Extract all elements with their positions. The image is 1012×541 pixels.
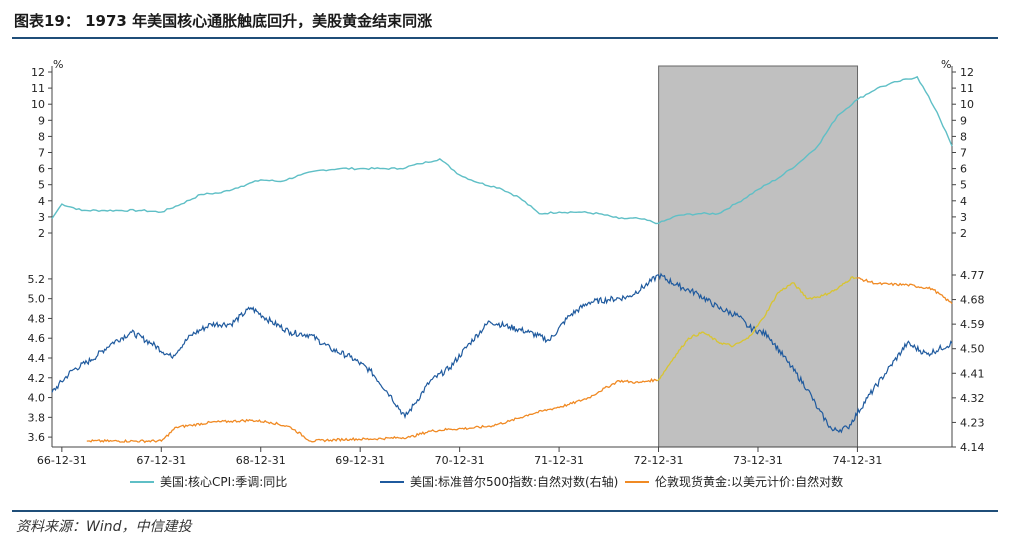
top-right-tick-label: 3 xyxy=(960,211,967,224)
top-left-tick-label: 10 xyxy=(31,98,45,111)
bottom-left-tick-label: 5.2 xyxy=(28,273,46,286)
bottom-right-tick-label: 4.68 xyxy=(960,294,985,307)
x-tick-label: 67-12-31 xyxy=(136,454,186,467)
gold-series-line xyxy=(86,377,658,444)
bottom-right-tick-label: 4.23 xyxy=(960,416,985,429)
source-note: 资料来源：Wind，中信建投 xyxy=(16,519,192,535)
bottom-left-tick-label: 3.6 xyxy=(28,431,46,444)
top-right-tick-label: 9 xyxy=(960,114,967,127)
bottom-left-tick-label: 4.0 xyxy=(28,392,46,405)
top-right-tick-label: 7 xyxy=(960,147,967,160)
sp500-series-line xyxy=(51,272,953,434)
bottom-right-tick-label: 4.77 xyxy=(960,269,985,282)
bottom-right-tick-label: 4.59 xyxy=(960,318,985,331)
top-left-tick-label: 2 xyxy=(38,227,45,240)
title-divider xyxy=(12,37,998,39)
top-left-unit: % xyxy=(53,58,63,71)
top-right-tick-label: 5 xyxy=(960,179,967,192)
chart-canvas: 2 2 3 3 4 4 5 5 6 6 7 7 8 8 9 9 10 10 11 11 12 12% % 3.6 3.8 4.0 4… xyxy=(28,58,985,489)
bottom-left-tick-label: 5.0 xyxy=(28,293,46,306)
x-tick-label: 74-12-31 xyxy=(832,454,882,467)
legend-item-label: 美国:标准普尔500指数:自然对数(右轴) xyxy=(410,474,618,489)
bottom-right-tick-label: 4.32 xyxy=(960,392,985,405)
top-left-tick-label: 5 xyxy=(38,179,45,192)
top-left-tick-label: 3 xyxy=(38,211,45,224)
cpi-series-line xyxy=(51,75,953,225)
footer-divider xyxy=(12,510,998,512)
x-tick-label: 70-12-31 xyxy=(435,454,485,467)
bottom-right-tick-label: 4.14 xyxy=(960,441,985,454)
bottom-left-tick-label: 4.8 xyxy=(28,312,46,325)
x-tick-label: 72-12-31 xyxy=(634,454,684,467)
bottom-left-tick-label: 4.4 xyxy=(28,352,46,365)
top-right-unit: % xyxy=(941,58,951,71)
bottom-left-tick-label: 3.8 xyxy=(28,411,46,424)
top-left-tick-label: 9 xyxy=(38,114,45,127)
x-tick-label: 69-12-31 xyxy=(335,454,385,467)
x-tick-label: 66-12-31 xyxy=(37,454,87,467)
top-right-tick-label: 2 xyxy=(960,227,967,240)
x-tick-label: 68-12-31 xyxy=(236,454,286,467)
shaded-period xyxy=(658,65,859,448)
top-left-tick-label: 12 xyxy=(31,66,45,79)
legend-item-label: 伦敦现货黄金:以美元计价:自然对数 xyxy=(655,474,843,489)
top-left-tick-label: 11 xyxy=(31,82,45,95)
top-left-tick-label: 7 xyxy=(38,147,45,160)
top-right-tick-label: 10 xyxy=(960,98,974,111)
legend-item-label: 美国:核心CPI:季调:同比 xyxy=(160,475,287,489)
x-tick-label: 73-12-31 xyxy=(733,454,783,467)
top-left-tick-label: 8 xyxy=(38,130,45,143)
bottom-right-tick-label: 4.50 xyxy=(960,343,985,356)
top-right-tick-label: 6 xyxy=(960,163,967,176)
bottom-right-tick-label: 4.41 xyxy=(960,367,985,380)
bottom-left-tick-label: 4.6 xyxy=(28,332,46,345)
top-left-tick-label: 6 xyxy=(38,163,45,176)
top-right-tick-label: 8 xyxy=(960,130,967,143)
top-right-tick-label: 12 xyxy=(960,66,974,79)
gold-series-line-highlight xyxy=(656,276,857,382)
x-tick-label: 71-12-31 xyxy=(534,454,584,467)
top-left-tick-label: 4 xyxy=(38,195,45,208)
top-right-tick-label: 11 xyxy=(960,82,974,95)
top-right-tick-label: 4 xyxy=(960,195,967,208)
chart-title: 图表19： 1973 年美国核心通胀触底回升，美股黄金结束同涨 xyxy=(14,12,433,30)
gold-series-line xyxy=(856,277,953,305)
bottom-left-tick-label: 4.2 xyxy=(28,372,46,385)
